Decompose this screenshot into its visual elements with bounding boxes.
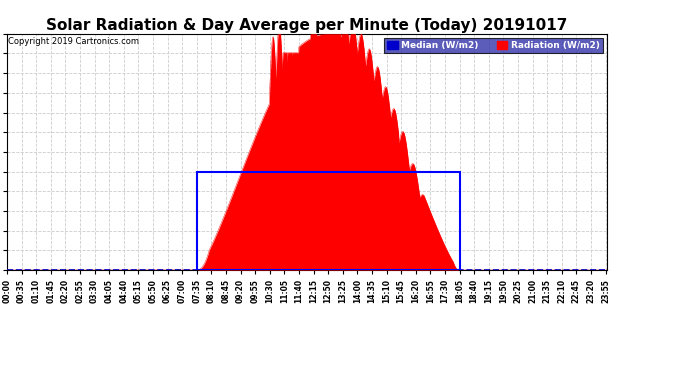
Bar	[197, 171, 460, 270]
Legend: Median (W/m2), Radiation (W/m2): Median (W/m2), Radiation (W/m2)	[384, 38, 602, 53]
Title: Solar Radiation & Day Average per Minute (Today) 20191017: Solar Radiation & Day Average per Minute…	[46, 18, 568, 33]
Text: Copyright 2019 Cartronics.com: Copyright 2019 Cartronics.com	[8, 37, 139, 46]
